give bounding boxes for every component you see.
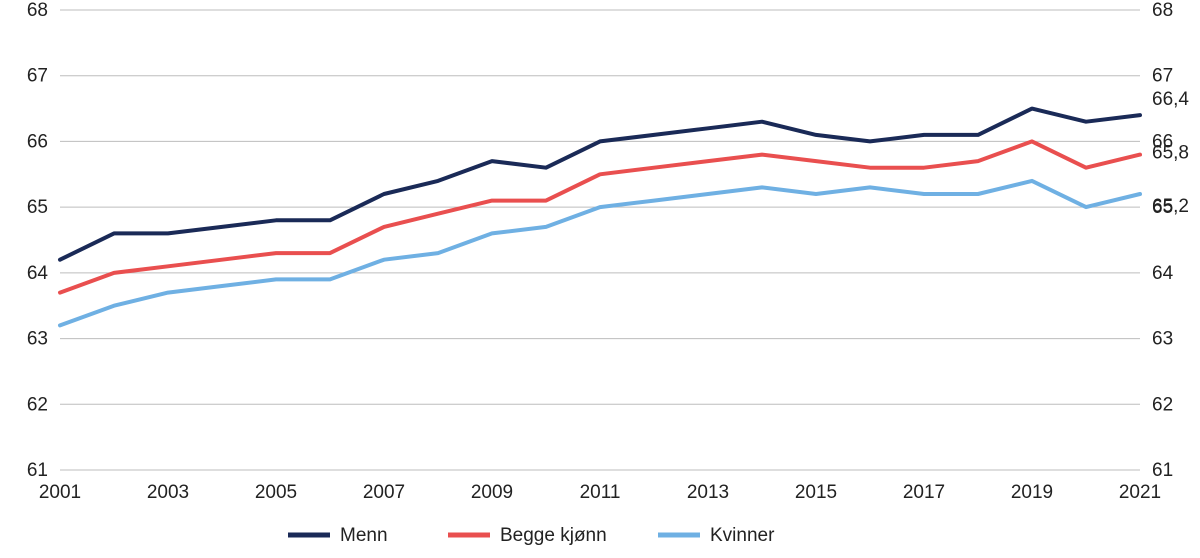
x-axis-label: 2019	[1011, 482, 1053, 503]
line-chart: 6161626263636464656566666767686820012003…	[0, 0, 1200, 558]
y-axis-label-left: 68	[27, 0, 48, 21]
y-axis-label-left: 67	[27, 66, 48, 87]
x-axis-label: 2013	[687, 482, 729, 503]
x-axis-label: 2005	[255, 482, 297, 503]
y-axis-label-left: 66	[27, 131, 48, 152]
x-axis-label: 2009	[471, 482, 513, 503]
end-label-kvinner: 65,2	[1152, 196, 1189, 217]
x-axis-label: 2021	[1119, 482, 1161, 503]
y-axis-label-right: 61	[1152, 460, 1173, 481]
y-axis-label-right: 63	[1152, 329, 1173, 350]
end-label-begge: 65,8	[1152, 143, 1189, 164]
x-axis-label: 2015	[795, 482, 837, 503]
end-label-menn: 66,4	[1152, 89, 1189, 110]
y-axis-label-left: 62	[27, 394, 48, 415]
series-menn	[60, 109, 1140, 260]
legend-label-begge: Begge kjønn	[500, 525, 607, 546]
x-axis-label: 2003	[147, 482, 189, 503]
y-axis-label-left: 64	[27, 263, 49, 284]
x-axis-label: 2007	[363, 482, 405, 503]
x-axis-label: 2017	[903, 482, 945, 503]
y-axis-label-right: 62	[1152, 394, 1173, 415]
y-axis-label-right: 68	[1152, 0, 1173, 21]
chart-svg: 6161626263636464656566666767686820012003…	[0, 0, 1200, 558]
y-axis-label-left: 65	[27, 197, 48, 218]
y-axis-label-right: 64	[1152, 263, 1174, 284]
y-axis-label-right: 67	[1152, 66, 1173, 87]
y-axis-label-left: 61	[27, 460, 48, 481]
series-kvinner	[60, 181, 1140, 326]
x-axis-label: 2001	[39, 482, 81, 503]
legend-label-menn: Menn	[340, 525, 388, 546]
series-begge	[60, 141, 1140, 292]
y-axis-label-left: 63	[27, 329, 48, 350]
legend-label-kvinner: Kvinner	[710, 525, 775, 546]
x-axis-label: 2011	[580, 482, 621, 503]
